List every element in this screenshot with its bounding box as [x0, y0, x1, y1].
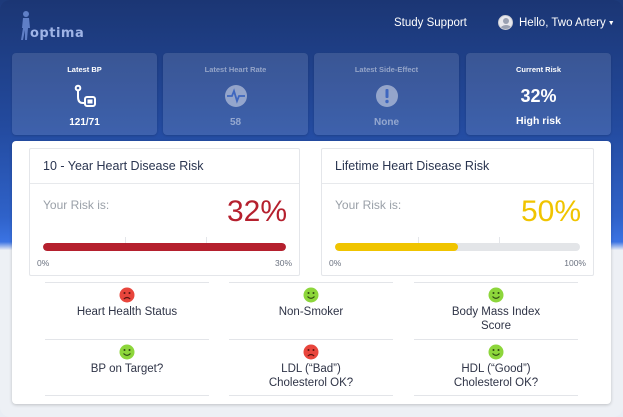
- current-risk-value: 32%: [520, 86, 557, 106]
- risk-label: Your Risk is:: [43, 198, 110, 212]
- divider: [45, 339, 209, 340]
- divider: [30, 183, 299, 184]
- alert-icon: [314, 83, 459, 109]
- optima-logo[interactable]: optima: [16, 10, 86, 44]
- sad-face-icon: [119, 287, 135, 303]
- happy-face-icon: [488, 287, 504, 303]
- risk-value: 50%: [520, 195, 581, 228]
- axis-max-label: 30%: [274, 258, 292, 268]
- axis-max-label: 100%: [564, 258, 586, 268]
- divider: [414, 339, 578, 340]
- avatar: [498, 15, 513, 30]
- sad-face-icon: [303, 344, 319, 360]
- tile-latest-heart-rate[interactable]: Latest Heart Rate 58: [163, 53, 308, 135]
- status-label: LDL (“Bad”) Cholesterol OK?: [268, 363, 354, 389]
- status-hdl-cholesterol[interactable]: HDL (“Good”) Cholesterol OK?: [414, 339, 578, 396]
- status-label: BP on Target?: [90, 363, 164, 375]
- status-label: Non-Smoker: [278, 306, 344, 318]
- logo-text: optima: [30, 26, 85, 41]
- heart-rate-icon: [163, 83, 308, 109]
- card-title: 10 - Year Heart Disease Risk: [43, 159, 204, 173]
- divider: [229, 395, 393, 396]
- status-label: Heart Health Status: [76, 306, 178, 318]
- divider: [229, 339, 393, 340]
- status-heart-health[interactable]: Heart Health Status: [45, 282, 209, 339]
- caret-down-icon: ▼: [607, 20, 615, 27]
- tile-value: 121/71: [69, 117, 100, 128]
- divider: [45, 395, 209, 396]
- status-label: Body Mass Index Score: [451, 306, 541, 332]
- card-title: Lifetime Heart Disease Risk: [335, 159, 490, 173]
- user-greeting: Hello, Two Artery: [519, 16, 606, 29]
- main-panel: 10 - Year Heart Disease Risk Your Risk i…: [12, 141, 611, 404]
- status-non-smoker[interactable]: Non-Smoker: [229, 282, 393, 339]
- tile-value: None: [374, 117, 399, 128]
- divider: [229, 282, 393, 283]
- divider: [414, 282, 578, 283]
- happy-face-icon: [119, 344, 135, 360]
- axis-min-label: 0%: [329, 258, 342, 268]
- happy-face-icon: [488, 344, 504, 360]
- tile-value: 58: [229, 117, 242, 128]
- risk-progress-fill: [43, 243, 286, 251]
- divider: [414, 395, 578, 396]
- tile-current-risk[interactable]: Current Risk 32% High risk: [466, 53, 611, 135]
- ten-year-risk-card: 10 - Year Heart Disease Risk Your Risk i…: [29, 148, 300, 276]
- lifetime-risk-card: Lifetime Heart Disease Risk Your Risk is…: [321, 148, 594, 276]
- risk-progress-bar: [335, 243, 580, 251]
- risk-label: Your Risk is:: [335, 198, 402, 212]
- divider: [322, 183, 593, 184]
- tile-latest-bp[interactable]: Latest BP 121/71: [12, 53, 157, 135]
- risk-progress-fill: [335, 243, 458, 251]
- runner-logo-icon: [21, 11, 30, 40]
- bar-tick: [418, 237, 419, 243]
- tile-label: Latest Side-Effect: [354, 65, 419, 74]
- happy-face-icon: [303, 287, 319, 303]
- status-label: HDL (“Good”) Cholesterol OK?: [453, 363, 539, 389]
- tile-label: Latest Heart Rate: [204, 65, 267, 74]
- tile-latest-side-effect[interactable]: Latest Side-Effect None: [314, 53, 459, 135]
- study-support-link[interactable]: Study Support: [394, 17, 467, 29]
- risk-progress-bar: [43, 243, 286, 251]
- bar-tick: [125, 237, 126, 243]
- bar-tick: [206, 237, 207, 243]
- risk-level-text: High risk: [516, 115, 561, 127]
- axis-min-label: 0%: [37, 258, 50, 268]
- status-bp-on-target[interactable]: BP on Target?: [45, 339, 209, 396]
- user-menu[interactable]: Hello, Two Artery ▼: [498, 15, 615, 30]
- tile-label: Latest BP: [67, 65, 102, 74]
- divider: [45, 282, 209, 283]
- bar-tick: [499, 237, 500, 243]
- tile-label: Current Risk: [515, 65, 561, 74]
- status-bmi[interactable]: Body Mass Index Score: [414, 282, 578, 339]
- risk-value: 32%: [226, 195, 287, 228]
- bp-monitor-icon: [12, 83, 157, 109]
- status-ldl-cholesterol[interactable]: LDL (“Bad”) Cholesterol OK?: [229, 339, 393, 396]
